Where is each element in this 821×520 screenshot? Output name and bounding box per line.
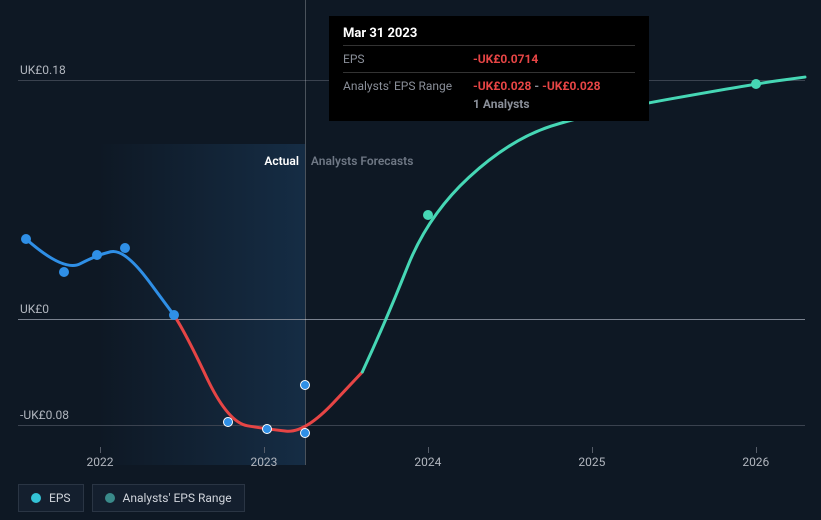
legend-label: EPS bbox=[49, 491, 71, 505]
range-point[interactable] bbox=[300, 380, 310, 390]
legend-swatch bbox=[105, 493, 115, 503]
tooltip-row: Analysts' EPS Range-UK£0.028 - -UK£0.028 bbox=[343, 72, 635, 95]
eps-chart: UK£0.18UK£0-UK£0.08ActualAnalysts Foreca… bbox=[0, 0, 821, 520]
tooltip-title: Mar 31 2023 bbox=[343, 26, 635, 41]
data-point[interactable] bbox=[120, 243, 130, 253]
data-point[interactable] bbox=[751, 79, 761, 89]
data-point[interactable] bbox=[262, 424, 272, 434]
tooltip-value: -UK£0.0714 bbox=[473, 52, 538, 66]
data-point[interactable] bbox=[169, 310, 179, 320]
data-point[interactable] bbox=[223, 417, 233, 427]
tooltip-value: -UK£0.028 - -UK£0.028 bbox=[473, 79, 601, 93]
data-point[interactable] bbox=[300, 428, 310, 438]
data-point[interactable] bbox=[21, 234, 31, 244]
tooltip-key: Analysts' EPS Range bbox=[343, 79, 473, 93]
data-point[interactable] bbox=[59, 267, 69, 277]
tooltip-sub: 1 Analysts bbox=[473, 95, 635, 111]
legend-label: Analysts' EPS Range bbox=[123, 491, 232, 505]
tooltip: Mar 31 2023EPS-UK£0.0714Analysts' EPS Ra… bbox=[329, 16, 649, 121]
data-point[interactable] bbox=[423, 210, 433, 220]
legend: EPS Analysts' EPS Range bbox=[18, 484, 245, 512]
tooltip-key: EPS bbox=[343, 52, 473, 66]
tooltip-row: EPS-UK£0.0714 bbox=[343, 45, 635, 68]
legend-item[interactable]: Analysts' EPS Range bbox=[92, 484, 245, 512]
legend-swatch bbox=[31, 493, 41, 503]
legend-item[interactable]: EPS bbox=[18, 484, 84, 512]
data-point[interactable] bbox=[92, 250, 102, 260]
